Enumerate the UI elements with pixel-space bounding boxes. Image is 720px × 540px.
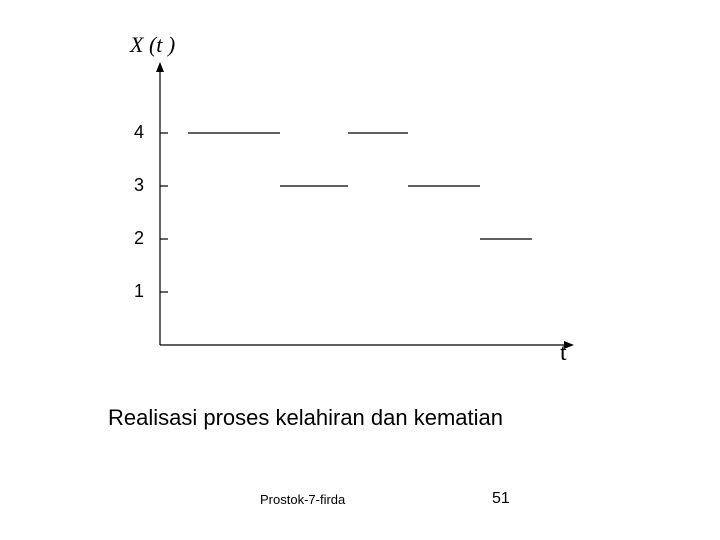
chart-plot xyxy=(0,0,720,540)
chart-caption: Realisasi proses kelahiran dan kematian xyxy=(108,405,503,431)
x-axis-title: t xyxy=(560,340,567,367)
y-tick-label: 4 xyxy=(134,122,144,143)
slide-container: { "chart": { "type": "step-line", "y_tit… xyxy=(0,0,720,540)
y-tick-label: 3 xyxy=(134,175,144,196)
page-number: 51 xyxy=(492,490,510,508)
footer-text: Prostok-7-firda xyxy=(260,492,345,507)
y-tick-label: 2 xyxy=(134,228,144,249)
y-tick-label: 1 xyxy=(134,281,144,302)
